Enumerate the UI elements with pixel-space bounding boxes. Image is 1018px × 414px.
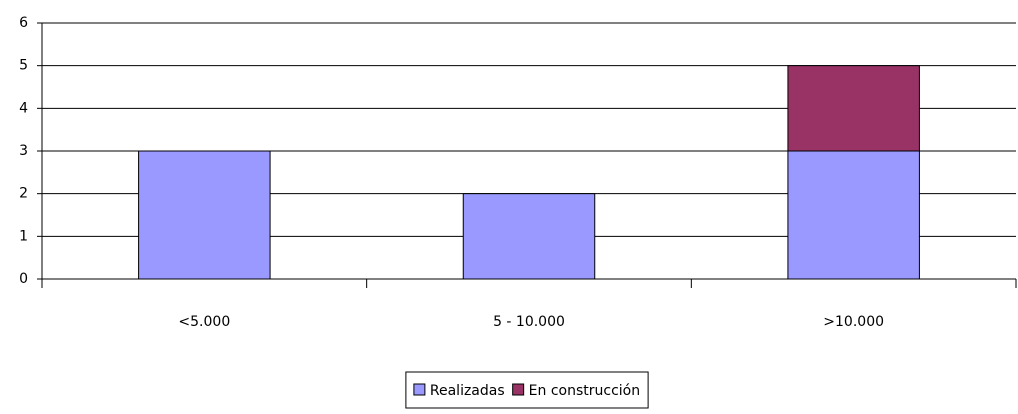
x-tick-label: <5.000 <box>178 314 230 330</box>
legend-box <box>405 371 649 409</box>
y-tick-label: 5 <box>19 58 28 74</box>
bar <box>138 150 271 280</box>
bar <box>462 193 596 280</box>
y-tick-label: 4 <box>19 100 28 116</box>
y-tick-label: 3 <box>19 143 28 159</box>
legend-swatch <box>512 383 525 396</box>
bar <box>787 150 920 280</box>
y-tick-label: 6 <box>19 15 28 31</box>
x-tick-label: 5 - 10.000 <box>493 314 565 330</box>
y-tick-label: 1 <box>19 228 28 244</box>
bar <box>787 65 920 152</box>
legend-swatch <box>413 383 426 396</box>
y-tick-label: 2 <box>19 186 28 202</box>
legend-label: Realizadas <box>430 383 505 399</box>
legend-label: En construcción <box>529 383 640 399</box>
legend: Realizadas En construcción <box>405 371 649 409</box>
x-tick-label: >10.000 <box>823 314 884 330</box>
y-tick-label: 0 <box>19 271 28 287</box>
